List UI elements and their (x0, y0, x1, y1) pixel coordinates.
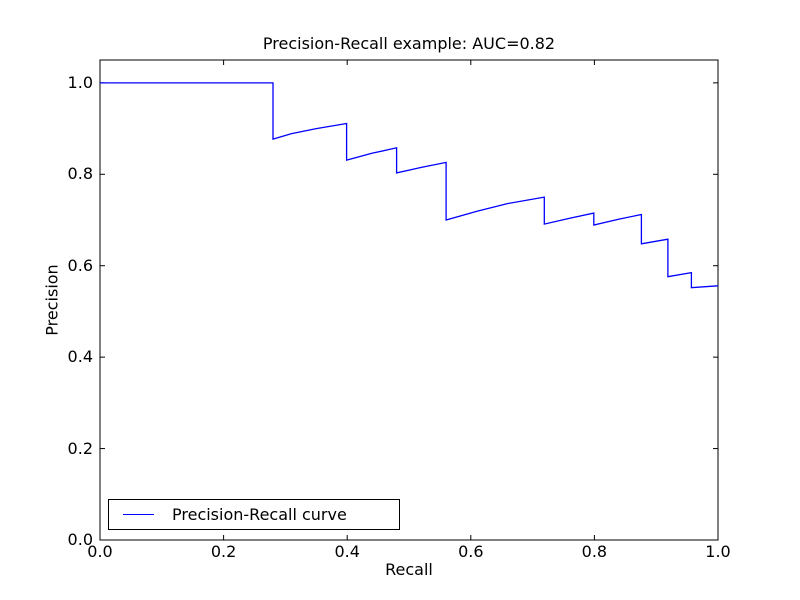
legend-line-sample (123, 514, 154, 515)
legend-label: Precision-Recall curve (172, 505, 347, 524)
x-tick-label: 1.0 (705, 542, 731, 561)
x-tick-label: 0.4 (334, 542, 360, 561)
y-tick-label: 0.4 (67, 347, 93, 367)
x-tick-label: 0.8 (581, 542, 608, 561)
axes-frame (99, 59, 719, 541)
y-tick-label: 0.8 (67, 164, 93, 184)
x-tick-label: 0.6 (458, 542, 484, 561)
chart-title: Precision-Recall example: AUC=0.82 (262, 34, 556, 53)
y-tick-label: 0.6 (67, 255, 93, 275)
y-axis-label: Precision (42, 264, 62, 336)
x-axis-label: Recall (385, 560, 433, 579)
y-tick-label: 0.0 (67, 530, 93, 549)
legend: Precision-Recall curve (108, 499, 400, 530)
pr-curve-line (100, 82, 719, 289)
x-tick-label: 0.0 (87, 542, 113, 561)
y-tick-label: 0.2 (67, 438, 93, 458)
y-tick-label: 1.0 (67, 72, 93, 92)
x-tick-label: 0.2 (210, 542, 237, 561)
